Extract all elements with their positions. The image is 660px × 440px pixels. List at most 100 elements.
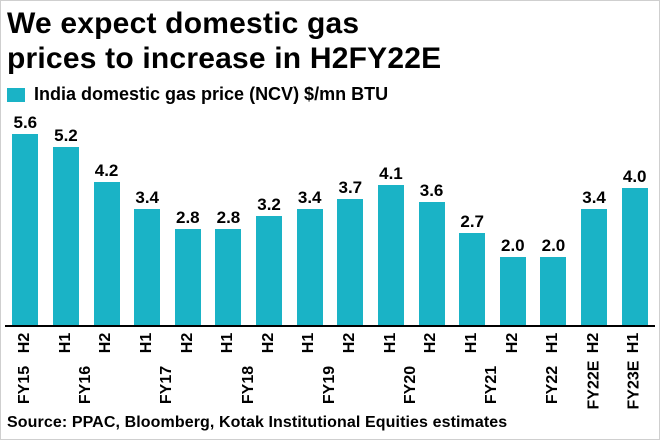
- half-year-axis-slot: H1: [452, 327, 493, 359]
- bar-value-label: 3.4: [297, 187, 322, 207]
- bar-value-label: 5.2: [54, 126, 78, 146]
- bar: [296, 208, 323, 325]
- fiscal-year-axis-slot: FY22: [541, 359, 565, 411]
- fiscal-year-axis-slot: FY18: [237, 359, 261, 411]
- bar-value-label: 2.8: [175, 208, 200, 228]
- half-year-axis-slot: H1: [127, 327, 168, 359]
- plot-area: 5.6 5.2 4.2 3.4 2.8 2.8 3.2 3.4 3.7 4.1 3.6 2.7 2.0 2…: [5, 105, 655, 327]
- bar-value-label: 4.2: [94, 160, 119, 180]
- bar-slot: 2.0: [493, 236, 534, 325]
- fiscal-year-axis-label: FY22E: [585, 360, 603, 410]
- fiscal-year-axis-label: FY17: [158, 365, 176, 405]
- fiscal-year-axis-label: FY15: [16, 365, 34, 405]
- bar-chart: 5.6 5.2 4.2 3.4 2.8 2.8 3.2 3.4 3.7 4.1 3.6 2.7 2.0 2…: [5, 105, 655, 411]
- fiscal-year-axis-slot: FY22E: [582, 359, 606, 411]
- bar-slot: 4.2: [86, 160, 127, 325]
- bar-slot: 4.1: [371, 164, 412, 325]
- bar-value-label: 3.4: [582, 187, 606, 207]
- half-year-axis-label: H1: [625, 332, 643, 354]
- fiscal-year-axis-label: FY22: [544, 365, 562, 405]
- legend-label: India domestic gas price (NCV) $/mn BTU: [34, 84, 389, 104]
- bar-value-label: 4.1: [379, 163, 403, 183]
- half-year-axis-label: H2: [178, 332, 196, 354]
- half-year-axis-label: H1: [138, 332, 156, 354]
- half-year-axis-slot: H1: [533, 327, 574, 359]
- chart-title: We expect domestic gas prices to increas…: [7, 6, 653, 76]
- bar-slot: 5.2: [46, 126, 87, 325]
- bar-slot: 2.8: [168, 208, 209, 325]
- half-year-axis-label: H1: [463, 332, 481, 354]
- fiscal-year-axis-slot: FY17: [156, 359, 180, 411]
- bar-value-label: 2.8: [216, 208, 241, 228]
- half-year-axis-label: H1: [381, 332, 399, 354]
- bar-value-label: 2.0: [500, 235, 525, 255]
- bar-value-label: 3.2: [257, 194, 281, 214]
- bar-value-label: 3.4: [135, 187, 159, 207]
- bar-slot: 5.6: [5, 113, 46, 325]
- half-year-axis-label: H2: [503, 332, 521, 354]
- bar: [93, 181, 120, 325]
- source-note: Source: PPAC, Bloomberg, Kotak Instituti…: [7, 414, 508, 431]
- fiscal-year-axis-label: FY21: [483, 365, 501, 405]
- bar: [12, 133, 39, 325]
- half-year-axis-slot: H2: [168, 327, 209, 359]
- half-year-axis-slot: H2: [86, 327, 127, 359]
- half-year-axis-slot: H1: [289, 327, 330, 359]
- bar-slot: 3.7: [330, 178, 371, 325]
- bar-slot: 2.0: [533, 236, 574, 325]
- bar: [215, 229, 242, 325]
- half-year-axis-label: H2: [585, 332, 603, 354]
- bar: [621, 188, 648, 325]
- half-year-axis-label: H2: [341, 332, 359, 354]
- fiscal-year-axis-label: FY16: [77, 365, 95, 405]
- fiscal-year-axis-label: FY23E: [625, 360, 643, 410]
- chart-title-line2: prices to increase in H2FY22E: [7, 42, 442, 75]
- bar: [459, 232, 486, 325]
- fiscal-year-axis-slot: FY16: [74, 359, 98, 411]
- fiscal-year-axis-slot: FY15: [13, 359, 37, 411]
- half-year-axis-slot: H1: [371, 327, 412, 359]
- half-year-axis-label: H2: [422, 332, 440, 354]
- fiscal-year-axis-slot: FY19: [318, 359, 342, 411]
- bar-value-label: 2.0: [541, 235, 566, 255]
- bar-slot: 2.8: [208, 208, 249, 325]
- fiscal-year-axis-label: FY20: [402, 365, 420, 405]
- legend-swatch: [7, 87, 25, 102]
- bar: [134, 208, 161, 325]
- bar-slot: 2.7: [452, 212, 493, 325]
- bar: [256, 215, 283, 325]
- half-year-axis-label: H2: [16, 332, 34, 354]
- half-year-axis-slot: H2: [330, 327, 371, 359]
- half-year-axis-slot: H2: [574, 327, 615, 359]
- half-year-axis-row: H2 H1 H2 H1 H2 H1 H2 H1 H2 H1 H2 H1 H2 H1 H2 H1: [5, 327, 655, 359]
- bar: [377, 184, 404, 325]
- fiscal-year-axis-label: FY18: [239, 365, 257, 405]
- bar: [174, 229, 201, 325]
- half-year-axis-label: H1: [56, 332, 74, 354]
- bar-slot: 3.2: [249, 195, 290, 325]
- half-year-axis-slot: H2: [5, 327, 46, 359]
- fiscal-year-axis-slot: FY20: [399, 359, 423, 411]
- bar: [418, 202, 445, 325]
- half-year-axis-slot: H1: [46, 327, 87, 359]
- half-year-axis-label: H1: [300, 332, 318, 354]
- half-year-axis-slot: H1: [208, 327, 249, 359]
- bar-slot: 4.0: [614, 167, 655, 325]
- bar-value-label: 3.6: [419, 181, 444, 200]
- half-year-axis-slot: H2: [493, 327, 534, 359]
- bar-slot: 3.4: [574, 188, 615, 325]
- bar-value-label: 2.7: [460, 211, 484, 231]
- half-year-axis-slot: H2: [411, 327, 452, 359]
- fiscal-year-axis-slot: FY23E: [623, 359, 647, 411]
- fiscal-year-axis-label: FY19: [321, 365, 338, 405]
- bar-value-label: 3.7: [338, 177, 363, 197]
- bar: [52, 147, 79, 325]
- bar: [540, 256, 567, 325]
- bar: [337, 198, 364, 325]
- legend: India domestic gas price (NCV) $/mn BTU: [7, 84, 653, 105]
- bar-value-label: 5.6: [13, 112, 38, 132]
- bar-slot: 3.6: [411, 181, 452, 325]
- bar-slot: 3.4: [289, 188, 330, 325]
- half-year-axis-slot: H1: [614, 327, 655, 359]
